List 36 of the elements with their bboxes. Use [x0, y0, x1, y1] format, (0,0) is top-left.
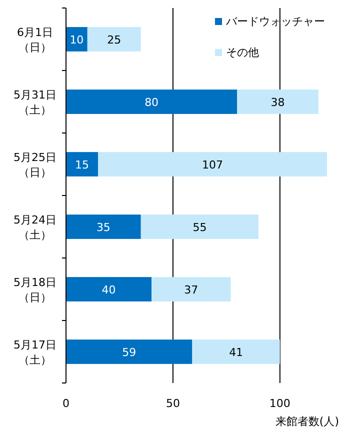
bar	[98, 152, 327, 176]
y-tick-label: 6月1日（日）	[17, 26, 53, 54]
bar	[66, 152, 98, 176]
data-label: 38	[270, 96, 285, 109]
bar	[66, 277, 152, 302]
bar	[152, 277, 231, 302]
legend-label: その他	[226, 46, 259, 59]
y-tick-label: 5月31日（土）	[14, 88, 56, 116]
data-label: 41	[229, 346, 244, 359]
data-label: 107	[202, 158, 224, 172]
y-tick-label: 5月24日（土）	[14, 213, 56, 242]
x-tick-label: 0	[62, 397, 70, 410]
bar	[66, 214, 141, 239]
bar	[66, 90, 238, 114]
bar	[66, 340, 192, 364]
y-tick-label: 5月18日（日）	[14, 276, 56, 304]
data-label: 55	[192, 220, 207, 234]
x-axis-title: 来館者数(人)	[275, 415, 339, 428]
bar	[66, 27, 88, 52]
data-label: 37	[184, 283, 198, 296]
legend-label: バードウォッチャー	[225, 15, 325, 28]
bar	[237, 90, 318, 114]
data-label: 59	[122, 346, 136, 359]
bar	[192, 340, 280, 364]
x-tick-label: 50	[166, 397, 180, 410]
x-tick-label: 100	[269, 397, 290, 410]
bar	[140, 214, 259, 239]
bar	[87, 27, 141, 52]
data-label: 25	[107, 33, 122, 46]
y-tick-label: 5月25日（日）	[14, 150, 56, 179]
y-tick-label: 5月17日（土）	[14, 338, 56, 366]
data-label: 35	[96, 220, 110, 234]
data-label: 40	[102, 283, 116, 296]
data-label: 10	[70, 33, 84, 46]
data-label: 80	[144, 96, 159, 109]
data-label: 15	[75, 158, 90, 172]
